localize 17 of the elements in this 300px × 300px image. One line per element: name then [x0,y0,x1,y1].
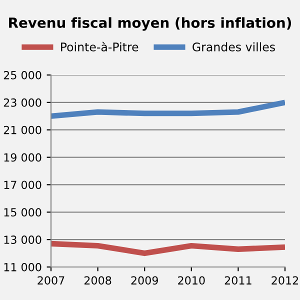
x-tick-label: 2012 [272,276,298,285]
y-tick-label: 15 000 [4,208,42,217]
x-tick-label: 2009 [131,276,158,285]
y-tick-label: 23 000 [4,98,42,107]
y-tick-label: 19 000 [4,153,42,162]
chart-title: Revenu fiscal moyen (hors inflation) [9,17,292,31]
y-tick-label: 13 000 [4,236,42,244]
y-tick-label: 17 000 [4,180,42,190]
y-tick-label: 21 000 [4,126,42,134]
x-tick-label: 2010 [178,276,205,285]
x-tick-label: 2011 [224,276,252,285]
legend-label: Grandes villes [192,42,275,52]
x-tick-label: 2008 [84,276,112,285]
x-tick-label: 2007 [38,276,64,285]
legend-label: Pointe-à-Pitre [61,42,138,52]
y-tick-label: 11 000 [4,262,42,272]
y-tick-label: 25 000 [4,70,42,80]
